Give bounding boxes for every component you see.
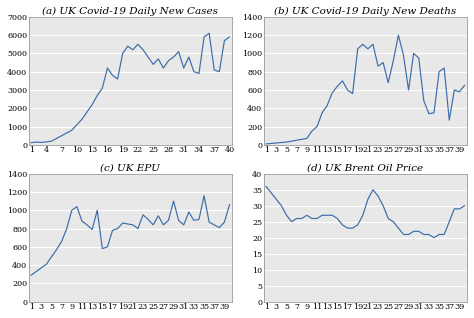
Title: (b) UK Covid-19 Daily New Deaths: (b) UK Covid-19 Daily New Deaths [274, 7, 456, 16]
Title: (d) UK Brent Oil Price: (d) UK Brent Oil Price [307, 164, 423, 173]
Title: (a) UK Covid-19 Daily New Cases: (a) UK Covid-19 Daily New Cases [42, 7, 219, 16]
Title: (c) UK EPU: (c) UK EPU [100, 164, 160, 173]
